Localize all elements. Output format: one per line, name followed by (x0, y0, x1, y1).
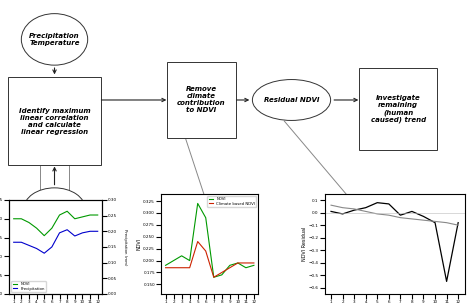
Ellipse shape (24, 188, 85, 230)
Text: Remove
climate
contribution
to NDVI: Remove climate contribution to NDVI (177, 86, 226, 114)
FancyBboxPatch shape (359, 68, 437, 150)
FancyBboxPatch shape (167, 62, 236, 138)
Text: Precipitation
Temperature: Precipitation Temperature (29, 33, 80, 46)
Legend: NDVI, Climate based NDVI: NDVI, Climate based NDVI (208, 196, 256, 207)
Ellipse shape (252, 79, 331, 120)
Text: Residual NDVI: Residual NDVI (264, 97, 319, 103)
Legend: NDVI, Precipitation: NDVI, Precipitation (11, 281, 46, 292)
Y-axis label: NDVI Residual: NDVI Residual (302, 227, 307, 261)
Text: NDVI: NDVI (45, 206, 64, 212)
FancyBboxPatch shape (9, 77, 100, 165)
Text: Identify maximum
linear correlation
and calculate
linear regression: Identify maximum linear correlation and … (18, 108, 91, 135)
Ellipse shape (21, 14, 88, 65)
Text: Investigate
remaining
(human
caused) trend: Investigate remaining (human caused) tre… (371, 95, 426, 123)
Y-axis label: NDVI: NDVI (137, 238, 142, 250)
Y-axis label: Precipitation (mm): Precipitation (mm) (123, 229, 127, 265)
